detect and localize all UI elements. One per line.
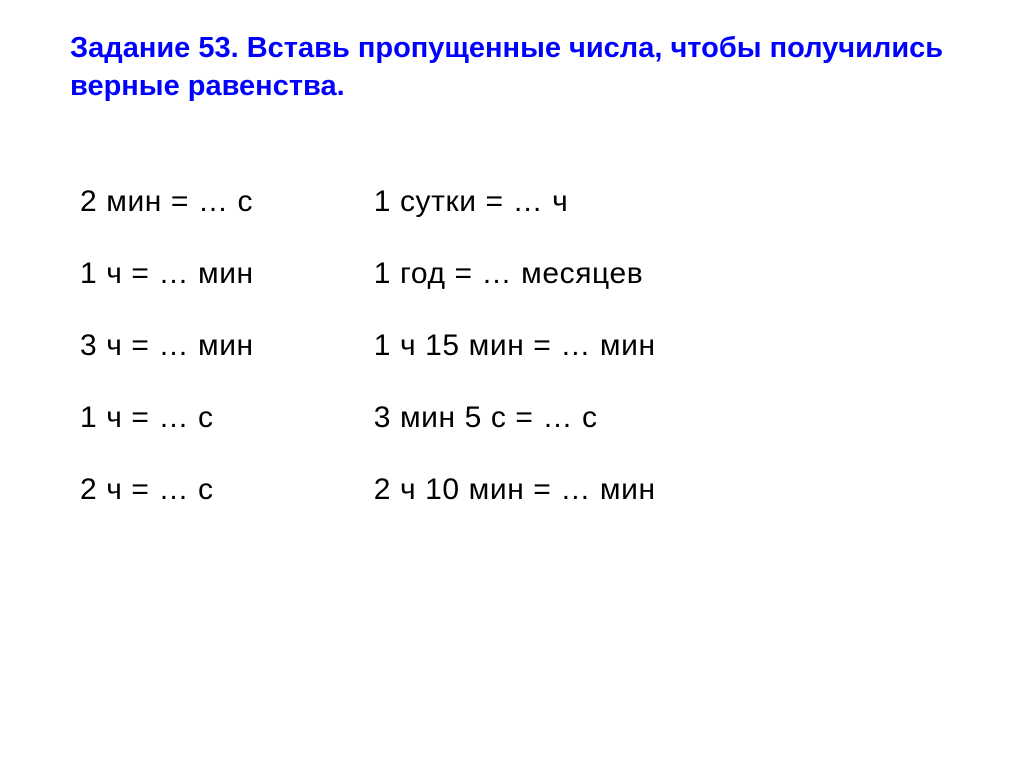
equation-row: 1 сутки = … ч: [374, 185, 656, 219]
worksheet-page: Задание 53. Вставь пропущенные числа, чт…: [0, 0, 1024, 507]
heading-line-1: Задание 53. Вставь пропущенные числа, чт…: [70, 32, 943, 64]
equation-row: 1 год = … месяцев: [374, 257, 656, 291]
equation-row: 1 ч = … мин: [80, 257, 254, 291]
equation-row: 2 ч 10 мин = … мин: [374, 473, 656, 507]
equation-row: 2 ч = … с: [80, 473, 254, 507]
equation-row: 3 ч = … мин: [80, 329, 254, 363]
equation-row: 2 мин = … с: [80, 185, 254, 219]
left-column: 2 мин = … с 1 ч = … мин 3 ч = … мин 1 ч …: [80, 185, 254, 507]
task-heading: Задание 53. Вставь пропущенные числа, чт…: [70, 30, 954, 105]
equation-row: 1 ч = … с: [80, 401, 254, 435]
equations-columns: 2 мин = … с 1 ч = … мин 3 ч = … мин 1 ч …: [70, 185, 954, 507]
right-column: 1 сутки = … ч 1 год = … месяцев 1 ч 15 м…: [374, 185, 656, 507]
heading-line-2: верные равенства.: [70, 70, 345, 102]
equation-row: 3 мин 5 с = … с: [374, 401, 656, 435]
equation-row: 1 ч 15 мин = … мин: [374, 329, 656, 363]
